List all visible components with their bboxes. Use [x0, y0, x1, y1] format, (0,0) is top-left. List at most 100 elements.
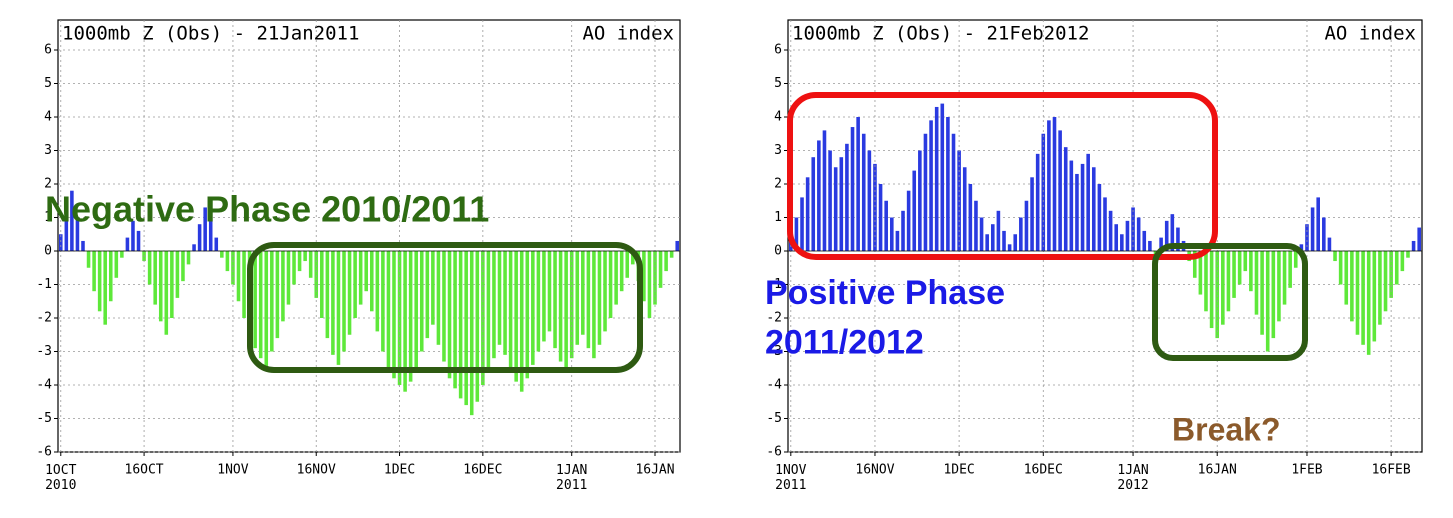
annotation: Break?	[1172, 411, 1281, 447]
y-tick-label: -6	[766, 445, 782, 460]
highlight-box	[787, 92, 1218, 260]
bar	[164, 251, 169, 335]
bar	[497, 251, 502, 345]
bar	[203, 207, 207, 251]
bar	[1394, 251, 1399, 285]
x-tick-label: 1OCT 2010	[45, 463, 76, 493]
bar	[974, 200, 978, 251]
x-tick-label: 16JAN	[1198, 463, 1237, 478]
bar	[1271, 251, 1276, 339]
bar	[1148, 240, 1152, 251]
bar	[175, 251, 180, 298]
bar	[929, 120, 933, 251]
bar	[1091, 167, 1096, 251]
bar	[675, 240, 680, 251]
bar	[131, 220, 135, 251]
bar	[653, 251, 657, 305]
bar	[242, 251, 246, 318]
bar	[1024, 200, 1029, 251]
bar	[564, 251, 568, 372]
bar	[1243, 251, 1248, 272]
bar	[990, 224, 995, 251]
bar	[281, 251, 285, 322]
bar	[1131, 207, 1135, 251]
bar	[996, 210, 1001, 251]
bar	[92, 251, 96, 292]
x-tick-label: 16DEC	[463, 463, 502, 478]
bar	[873, 163, 877, 251]
bar	[1333, 251, 1337, 262]
bar	[1350, 251, 1354, 322]
bar	[75, 217, 80, 251]
bar	[1237, 251, 1242, 285]
bar	[1389, 251, 1393, 298]
bar	[181, 251, 185, 282]
bar	[503, 251, 507, 355]
bar	[464, 251, 468, 406]
bar	[81, 240, 85, 251]
x-tick-label: 16FEB	[1372, 463, 1411, 478]
bar	[603, 251, 607, 332]
annotation: Positive Phase 2011/2012	[765, 274, 1005, 361]
y-tick-label: -2	[766, 311, 782, 326]
y-tick-label: 1	[774, 210, 782, 225]
y-tick-label: -4	[36, 378, 52, 393]
annotation: Negative Phase 2010/2011	[45, 189, 489, 230]
bar	[918, 150, 922, 251]
bar	[1344, 251, 1349, 305]
bar	[1108, 210, 1113, 251]
bar	[58, 234, 63, 251]
bar	[519, 251, 524, 392]
bar	[1063, 147, 1068, 251]
y-tick-label: 3	[44, 143, 52, 158]
bar	[1310, 207, 1315, 251]
bar	[375, 251, 380, 332]
bar	[1069, 160, 1074, 251]
bar	[447, 251, 452, 379]
bar	[331, 251, 335, 355]
bar	[486, 251, 491, 372]
x-tick-label: 1DEC	[384, 463, 415, 478]
bar	[1254, 251, 1259, 315]
bar	[86, 251, 91, 268]
y-tick-label: -6	[36, 445, 52, 460]
bar	[342, 251, 346, 352]
bar	[431, 251, 435, 325]
y-tick-label: 4	[44, 110, 52, 125]
bar	[1142, 230, 1147, 251]
bar	[136, 230, 141, 251]
y-tick-label: 2	[44, 177, 52, 192]
bar	[569, 251, 574, 359]
bar	[1226, 251, 1231, 312]
bar	[839, 157, 844, 251]
y-tick-label: -1	[36, 277, 52, 292]
bar	[1378, 251, 1382, 325]
bar	[1086, 153, 1090, 251]
bar	[1198, 251, 1203, 295]
bar	[951, 133, 956, 251]
highlight-box	[247, 242, 643, 373]
bar	[397, 251, 402, 385]
bar	[508, 251, 513, 369]
bar	[1277, 251, 1281, 322]
bar	[525, 251, 530, 379]
bar	[822, 130, 827, 251]
bar	[631, 251, 635, 265]
bar	[186, 251, 191, 265]
bar	[1204, 251, 1208, 312]
bar	[1299, 244, 1304, 251]
bar	[392, 251, 396, 379]
highlight-box	[1152, 243, 1308, 361]
y-tick-label: -5	[36, 411, 52, 426]
bar	[158, 251, 163, 322]
bar	[586, 251, 591, 349]
bar	[1282, 251, 1287, 305]
bar	[985, 234, 989, 251]
bar	[884, 200, 888, 251]
bar	[1411, 240, 1416, 251]
x-tick-label: 1JAN 2012	[1117, 463, 1148, 493]
x-tick-label: 1NOV	[217, 463, 248, 478]
y-tick-label: 6	[44, 43, 52, 58]
y-tick-label: 2	[774, 177, 782, 192]
bar	[592, 251, 596, 359]
